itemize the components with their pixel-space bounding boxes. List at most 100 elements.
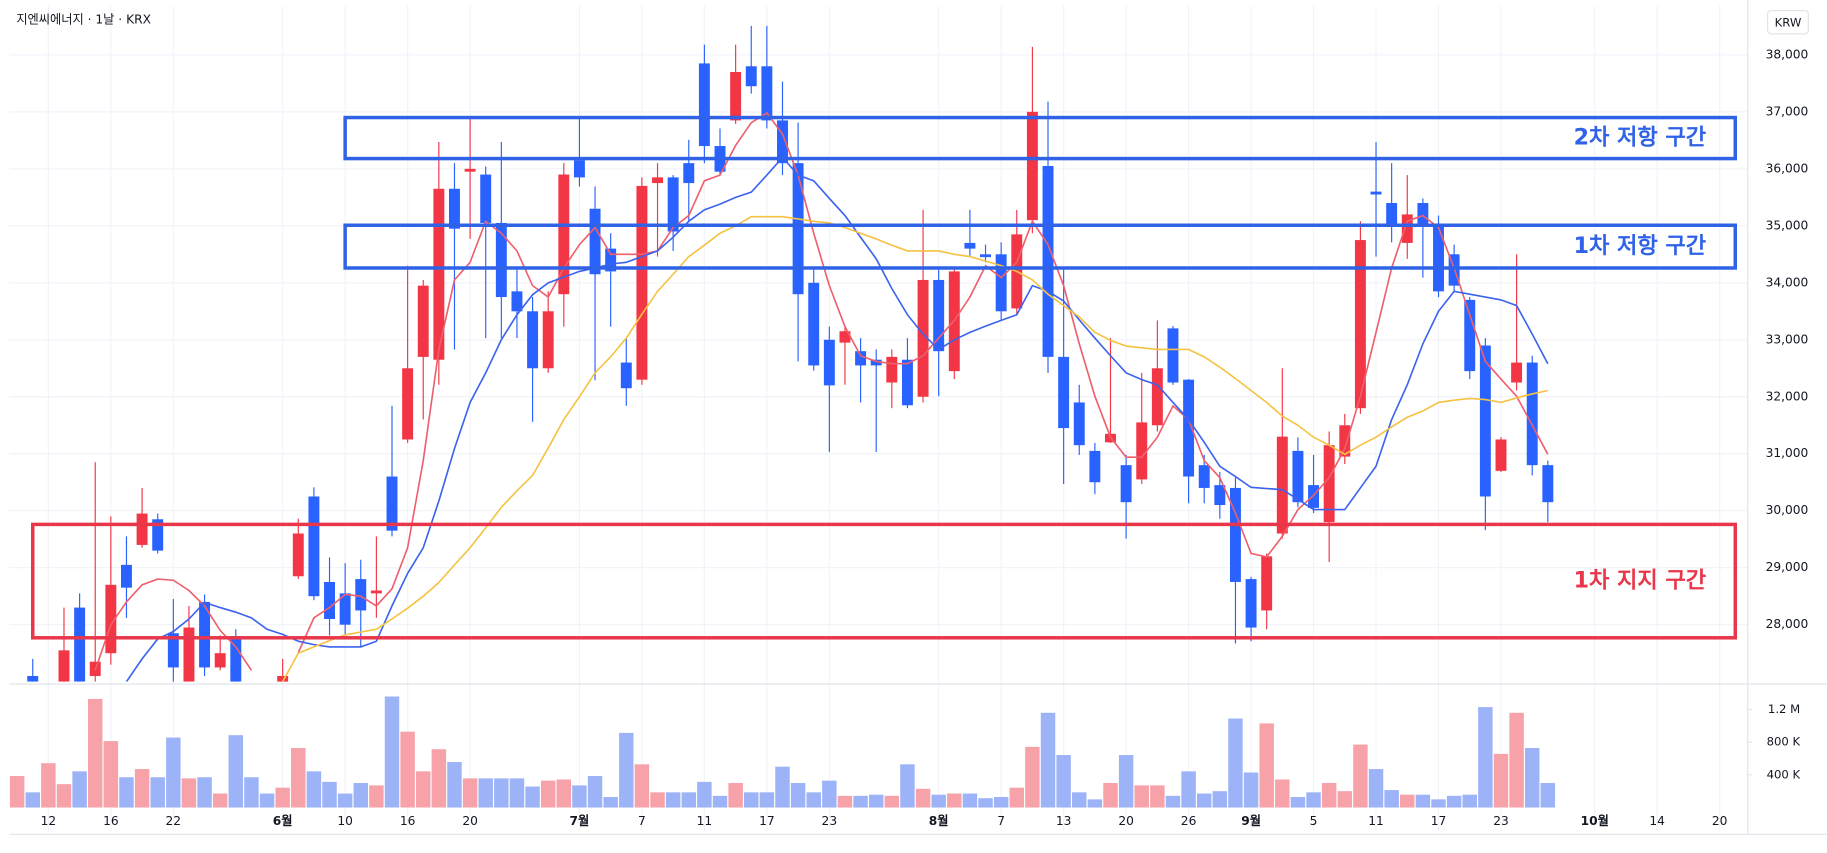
candle-body	[652, 177, 663, 184]
candle-body	[136, 513, 148, 545]
volume-bar	[1103, 783, 1118, 808]
volume-bar	[41, 763, 56, 808]
y-tick-label: 34,000	[1766, 275, 1809, 289]
candle-body	[1370, 191, 1382, 195]
volume-bar	[1353, 744, 1368, 808]
candle-body	[745, 66, 757, 87]
volume-bar	[1118, 755, 1134, 808]
volume-bar	[1150, 785, 1165, 808]
candle-body	[308, 496, 320, 597]
y-tick-label: 36,000	[1766, 161, 1809, 175]
candle-body	[1417, 203, 1429, 226]
y-tick-label: 35,000	[1766, 218, 1809, 232]
volume-bar	[744, 792, 759, 808]
volume-bar	[337, 793, 353, 808]
volume-bar	[1290, 796, 1306, 808]
x-tick-label: 23	[822, 814, 838, 828]
x-tick-label: 17	[1431, 814, 1447, 828]
volume-bar	[1306, 792, 1321, 808]
volume-bar	[1228, 718, 1243, 808]
volume-bar	[603, 796, 618, 808]
candle-body	[667, 177, 679, 232]
candle-body	[1136, 422, 1148, 480]
candle-body	[464, 168, 476, 172]
volume-bar	[556, 779, 572, 808]
x-tick-label: 23	[1493, 814, 1509, 828]
volume-pane	[9, 696, 1556, 808]
currency-label[interactable]: KRW	[1775, 15, 1802, 29]
candle-body	[839, 331, 851, 343]
volume-bar	[1025, 746, 1040, 808]
candle-body	[27, 675, 39, 682]
currency-button[interactable]	[1766, 9, 1809, 35]
candle-body	[964, 242, 976, 249]
candle-body	[449, 188, 460, 229]
candle-body	[683, 163, 695, 184]
candle-body	[199, 601, 211, 668]
volume-bar	[775, 766, 790, 808]
candle-body	[1308, 485, 1320, 508]
volume-bar	[181, 778, 197, 808]
moving-average-line	[281, 215, 1549, 682]
x-tick-label: 16	[400, 814, 416, 828]
volume-bar	[759, 792, 775, 808]
candle-body	[1433, 225, 1444, 292]
volume-bar	[697, 781, 712, 808]
candle-body	[386, 476, 398, 531]
volume-bar	[1384, 790, 1399, 808]
volume-bar	[1056, 755, 1071, 808]
candle-body	[495, 222, 507, 298]
x-tick-label: 11	[1368, 814, 1384, 828]
volume-bar	[931, 794, 946, 808]
volume-bar	[416, 771, 431, 808]
candle-body	[855, 351, 867, 366]
volume-tick-label: 400 K	[1767, 767, 1801, 781]
candle-body	[933, 279, 945, 352]
candle-body	[792, 163, 804, 295]
volume-bar	[1165, 795, 1181, 808]
candle-body	[995, 254, 1007, 312]
candle-body	[573, 160, 585, 178]
candle-body	[1073, 402, 1085, 446]
price-pane	[27, 25, 1554, 682]
x-tick-label: 12	[41, 814, 57, 828]
candle-body	[167, 633, 179, 668]
x-tick-label: 13	[1056, 814, 1072, 828]
candle-body	[1245, 579, 1257, 628]
candle-body	[511, 291, 523, 312]
candle-body	[527, 311, 539, 369]
volume-bar	[462, 778, 478, 808]
volume-bar	[1259, 723, 1274, 808]
candle-body	[698, 63, 710, 147]
volume-bar	[166, 737, 181, 808]
candle-body	[230, 636, 242, 682]
volume-bar	[1243, 772, 1259, 808]
candle-body	[605, 248, 617, 272]
y-tick-label: 32,000	[1766, 389, 1809, 403]
y-tick-label: 33,000	[1766, 332, 1809, 346]
volume-bar	[728, 783, 743, 808]
volume-bar	[1181, 771, 1196, 808]
volume-bar	[384, 696, 400, 808]
volume-bar	[1415, 794, 1431, 808]
candle-body	[730, 71, 742, 121]
volume-bar	[540, 780, 556, 808]
volume-bar	[884, 795, 900, 808]
candle-body	[777, 120, 788, 164]
volume-bar	[1072, 792, 1087, 808]
candle-body	[620, 362, 632, 389]
volume-bar	[400, 731, 415, 808]
x-tick-label: 14	[1649, 814, 1665, 828]
zone-box	[343, 223, 1738, 270]
candle-body	[1198, 465, 1210, 488]
x-tick-label: 9월	[1241, 813, 1261, 828]
zone-label: 1차 저항 구간	[1574, 233, 1707, 259]
candle-body	[1386, 203, 1398, 226]
x-tick-label: 20	[1118, 814, 1134, 828]
y-tick-label: 28,000	[1766, 617, 1809, 631]
x-tick-label: 20	[462, 814, 478, 828]
volume-bar	[978, 798, 993, 808]
volume-bar	[712, 795, 728, 808]
candle-body	[886, 356, 898, 383]
